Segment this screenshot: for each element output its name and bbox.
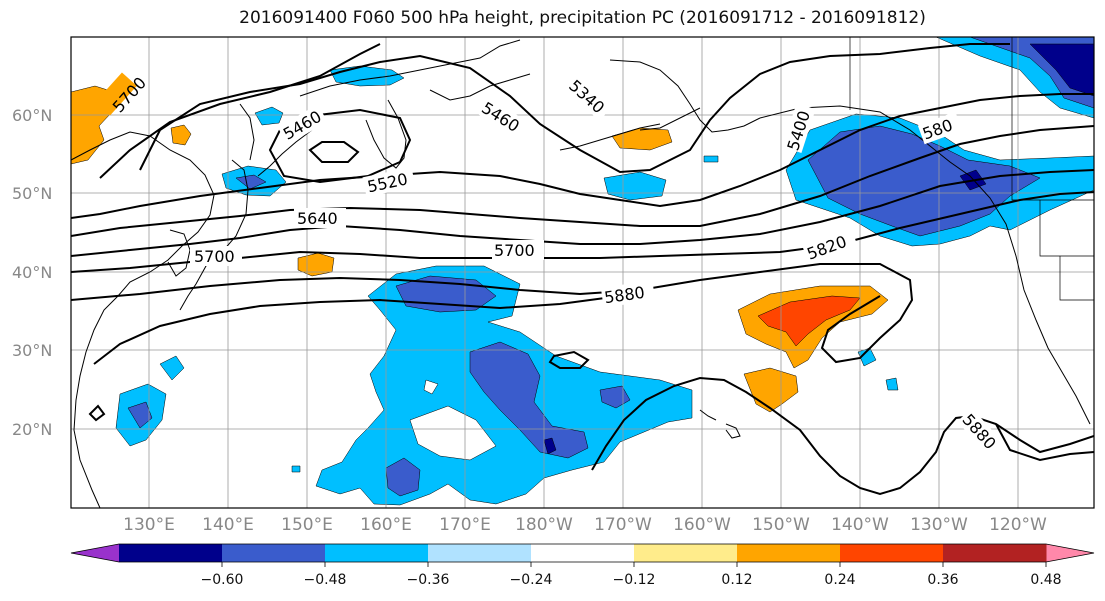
colorbar-tick-label: −0.24: [510, 572, 553, 588]
pc-negative-area: [159, 355, 185, 381]
pc-negative-area: [1029, 43, 1094, 97]
pc-hole: [409, 405, 497, 461]
pc-positive-area: [170, 124, 192, 146]
pc-positive-area: [297, 252, 335, 277]
pc-positive-area: [743, 367, 799, 413]
map-border: [70, 36, 1095, 509]
pc-negative-area: [857, 347, 877, 367]
lon-label: 170°W: [594, 515, 652, 535]
map-title: 2016091400 F060 500 hPa height, precipit…: [239, 8, 926, 28]
lon-label: 140°W: [831, 515, 889, 535]
lon-label: 130°E: [123, 515, 175, 535]
colorbar-tick-label: −0.60: [201, 572, 244, 588]
height-contours: [71, 43, 1094, 496]
pc-negative-area: [885, 377, 899, 391]
colorbar: −0.60 −0.48 −0.36 −0.24 −0.12 0.12 0.24 0.36 0.4…: [70, 543, 1095, 588]
lon-label: 140°E: [202, 515, 254, 535]
pc-negative-area: [703, 155, 719, 163]
colorbar-tick-label: 0.36: [927, 572, 958, 588]
colorbar-bin: [634, 544, 738, 562]
colorbar-tick-label: −0.36: [407, 572, 450, 588]
lon-label: 150°W: [752, 515, 810, 535]
pc-positive-area: [757, 295, 861, 347]
lon-label: 150°E: [281, 515, 333, 535]
lon-label: 120°W: [989, 515, 1047, 535]
lon-label: 180°W: [515, 515, 573, 535]
pc-negative-area: [235, 174, 267, 190]
pc-hole: [423, 379, 439, 395]
contour-label: 5700: [194, 247, 235, 266]
pc-negative-area: [543, 437, 557, 455]
lon-label: 130°W: [910, 515, 968, 535]
colorbar-bin: [737, 544, 841, 562]
colorbar-tick-label: 0.24: [824, 572, 855, 588]
pc-negative-area: [254, 106, 284, 126]
colorbar-tick-label: −0.48: [304, 572, 347, 588]
colorbar-tick-label: 0.12: [721, 572, 752, 588]
colorbar-bin: [325, 544, 429, 562]
colorbar-bin: [119, 544, 223, 562]
graticule: [71, 37, 1094, 508]
pc-negative-area: [385, 457, 421, 497]
contour-label: 5640: [297, 209, 338, 228]
political-borders: [849, 37, 1094, 301]
colorbar-bin: [428, 544, 532, 562]
lon-label: 160°W: [673, 515, 731, 535]
colorbar-bin: [943, 544, 1047, 562]
pc-negative-area: [291, 465, 301, 473]
colorbar-bin: [840, 544, 944, 562]
lat-label: 60°N: [12, 106, 52, 125]
latitude-labels: 60°N 50°N 40°N 30°N 20°N: [12, 106, 52, 439]
lon-label: 170°E: [439, 515, 491, 535]
colorbar-bin: [222, 544, 326, 562]
lat-label: 20°N: [12, 420, 52, 439]
contour-label: 5700: [494, 241, 535, 260]
colorbar-extend-max: [1046, 544, 1094, 562]
precip-shading: [71, 37, 1094, 506]
colorbar-tick-label: 0.48: [1030, 572, 1061, 588]
colorbar-extend-min: [71, 544, 119, 562]
colorbar-bin: [531, 544, 635, 562]
lat-label: 40°N: [12, 263, 52, 282]
colorbar-tick-label: −0.12: [613, 572, 656, 588]
lat-label: 50°N: [12, 184, 52, 203]
longitude-labels: 130°E 140°E 150°E 160°E 170°E 180°W 170°…: [123, 515, 1047, 535]
pc-negative-area: [127, 401, 153, 429]
colorbar-outline: [70, 543, 1095, 563]
lat-label: 30°N: [12, 341, 52, 360]
lon-label: 160°E: [360, 515, 412, 535]
